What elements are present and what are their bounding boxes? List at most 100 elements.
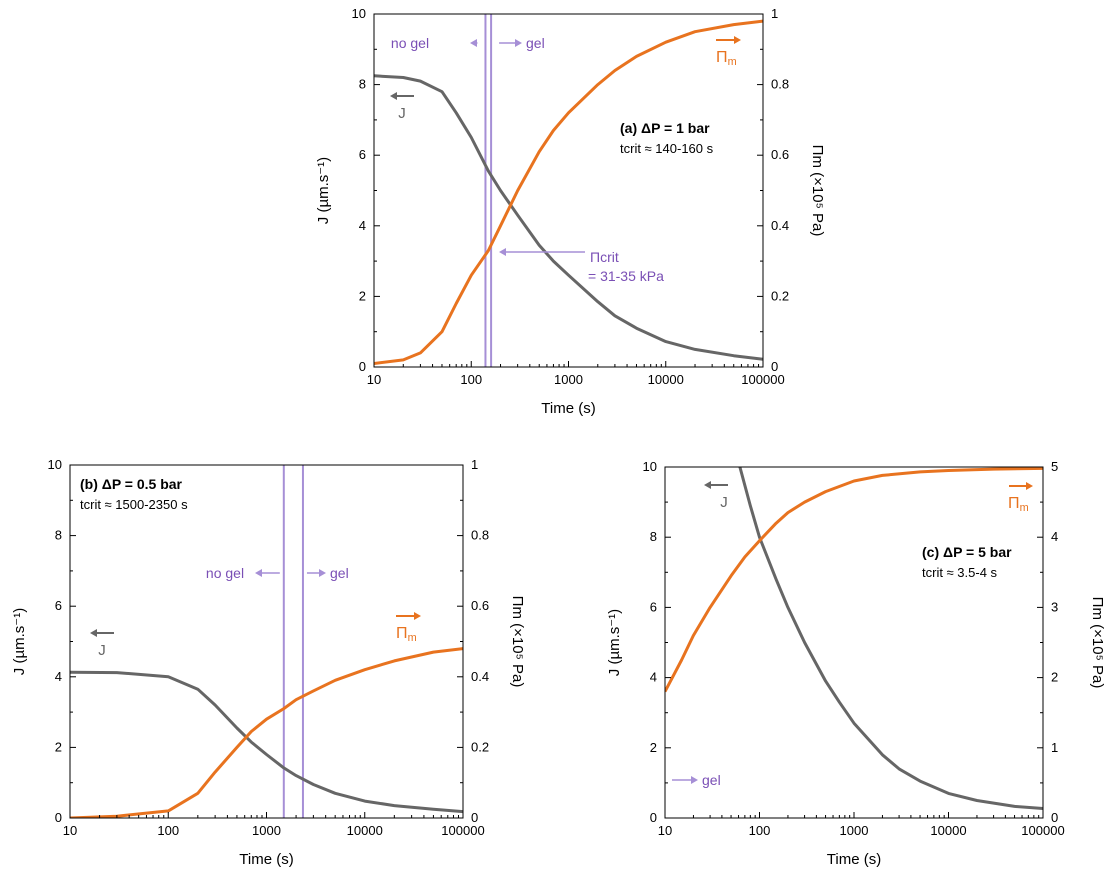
y2-tick-label: 0 [1051, 810, 1058, 825]
no-gel-arrow-head [255, 569, 262, 577]
gel-arrow-head [319, 569, 326, 577]
pi-m-series-label: Πm [396, 625, 417, 644]
y-tick-label: 8 [650, 529, 657, 544]
panel-title: (b) ΔP = 0.5 bar [80, 476, 183, 492]
panel-title: (c) ΔP = 5 bar [922, 544, 1012, 560]
tcrit-label: tcrit ≈ 140-160 s [620, 141, 714, 156]
j-direction-arrow-head [90, 629, 97, 637]
series-line-pi-m [374, 19, 763, 365]
gel-arrow-head [691, 776, 698, 784]
y2-axis-label: Πm (×10⁵ Pa) [809, 145, 826, 237]
series-line-pi-m [70, 647, 463, 818]
y2-tick-label: 5 [1051, 459, 1058, 474]
x-tick-label: 10000 [648, 372, 684, 387]
y-tick-label: 4 [55, 669, 62, 684]
y2-axis-label: Πm (×10⁵ Pa) [509, 596, 526, 688]
y-axis-label: J (µm.s⁻¹) [606, 609, 623, 676]
chart-panel-b: 10 100 1000 10000 100000024681000.20.40.60.8… [11, 457, 526, 868]
x-axis-label: Time (s) [541, 400, 595, 417]
x-tick-label: 1000 [840, 823, 869, 838]
y-tick-label: 6 [359, 147, 366, 162]
no-gel-label: no gel [206, 565, 244, 581]
y2-tick-label: 3 [1051, 599, 1058, 614]
y2-tick-label: 0.2 [771, 288, 789, 303]
x-tick-label: 10 [63, 823, 77, 838]
j-series-label: J [398, 105, 406, 122]
y2-tick-label: 0.6 [771, 147, 789, 162]
y-tick-label: 0 [359, 359, 366, 374]
pi-crit-label: Πcrit [590, 249, 619, 265]
y2-tick-label: 4 [1051, 529, 1058, 544]
y-tick-label: 8 [55, 528, 62, 543]
x-tick-label: 10 [658, 823, 672, 838]
series-line-j [374, 74, 763, 361]
y-tick-label: 4 [650, 670, 657, 685]
y-tick-label: 4 [359, 218, 366, 233]
series-line-j [70, 670, 463, 814]
pi-m-series-label: Πm [1008, 495, 1029, 514]
y2-tick-label: 0.4 [471, 669, 489, 684]
x-tick-label: 10 [367, 372, 381, 387]
series-line-pi-m [665, 467, 1043, 693]
y2-tick-label: 0.8 [471, 528, 489, 543]
y2-tick-label: 0.2 [471, 739, 489, 754]
y-tick-label: 10 [352, 6, 366, 21]
y-tick-label: 2 [359, 288, 366, 303]
y2-tick-label: 1 [1051, 740, 1058, 755]
j-direction-arrow-head [390, 92, 397, 100]
y2-tick-label: 0.6 [471, 598, 489, 613]
x-tick-label: 1000 [252, 823, 281, 838]
gel-label: gel [702, 772, 721, 788]
pi-m-direction-arrow-head [414, 612, 421, 620]
y-tick-label: 2 [650, 740, 657, 755]
tcrit-label: tcrit ≈ 3.5-4 s [922, 565, 998, 580]
y-tick-label: 6 [55, 598, 62, 613]
gel-label: gel [526, 35, 545, 51]
x-tick-label: 100 [749, 823, 771, 838]
y2-tick-label: 1 [471, 457, 478, 472]
plot-frame [664, 466, 1044, 819]
y2-tick-label: 2 [1051, 670, 1058, 685]
pi-m-series-label: Πm [716, 49, 737, 68]
j-series-label: J [98, 642, 106, 659]
y-tick-label: 2 [55, 739, 62, 754]
y2-tick-label: 0 [471, 810, 478, 825]
x-tick-label: 10000 [347, 823, 383, 838]
y2-axis-label: Πm (×10⁵ Pa) [1089, 597, 1106, 689]
y-axis-label: J (µm.s⁻¹) [315, 157, 332, 224]
y-axis-label: J (µm.s⁻¹) [11, 608, 28, 675]
pi-m-series-label-subscript: m [728, 56, 737, 68]
no-gel-arrow-head [470, 39, 477, 47]
pi-m-series-label-subscript: m [408, 632, 417, 644]
x-tick-label: 1000 [554, 372, 583, 387]
x-tick-label: 10000 [930, 823, 966, 838]
j-series-label: J [720, 494, 728, 511]
y2-tick-label: 0.8 [771, 77, 789, 92]
pi-m-series-label-symbol: Π [1008, 495, 1020, 512]
y-tick-label: 8 [359, 77, 366, 92]
x-tick-label: 100000 [741, 372, 784, 387]
pi-m-series-label-subscript: m [1020, 502, 1029, 514]
y-tick-label: 0 [55, 810, 62, 825]
x-tick-label: 100000 [441, 823, 484, 838]
y-tick-label: 0 [650, 810, 657, 825]
x-axis-label: Time (s) [239, 851, 293, 868]
pi-m-direction-arrow-head [1026, 482, 1033, 490]
no-gel-label: no gel [391, 35, 429, 51]
tcrit-label: tcrit ≈ 1500-2350 s [80, 497, 188, 512]
y2-tick-label: 0 [771, 359, 778, 374]
plot-frame [373, 13, 764, 368]
y2-tick-label: 1 [771, 6, 778, 21]
pi-crit-value: = 31-35 kPa [588, 268, 664, 284]
gel-arrow-head [515, 39, 522, 47]
y-tick-label: 10 [48, 457, 62, 472]
chart-panel-a: 10 100 1000 10000 100000024681000.20.40.60.8… [315, 6, 826, 417]
pi-crit-arrow-head [499, 248, 506, 256]
x-tick-label: 100000 [1021, 823, 1064, 838]
x-tick-label: 100 [460, 372, 482, 387]
panel-title: (a) ΔP = 1 bar [620, 120, 710, 136]
gel-label: gel [330, 565, 349, 581]
y-tick-label: 10 [643, 459, 657, 474]
x-axis-label: Time (s) [827, 851, 881, 868]
